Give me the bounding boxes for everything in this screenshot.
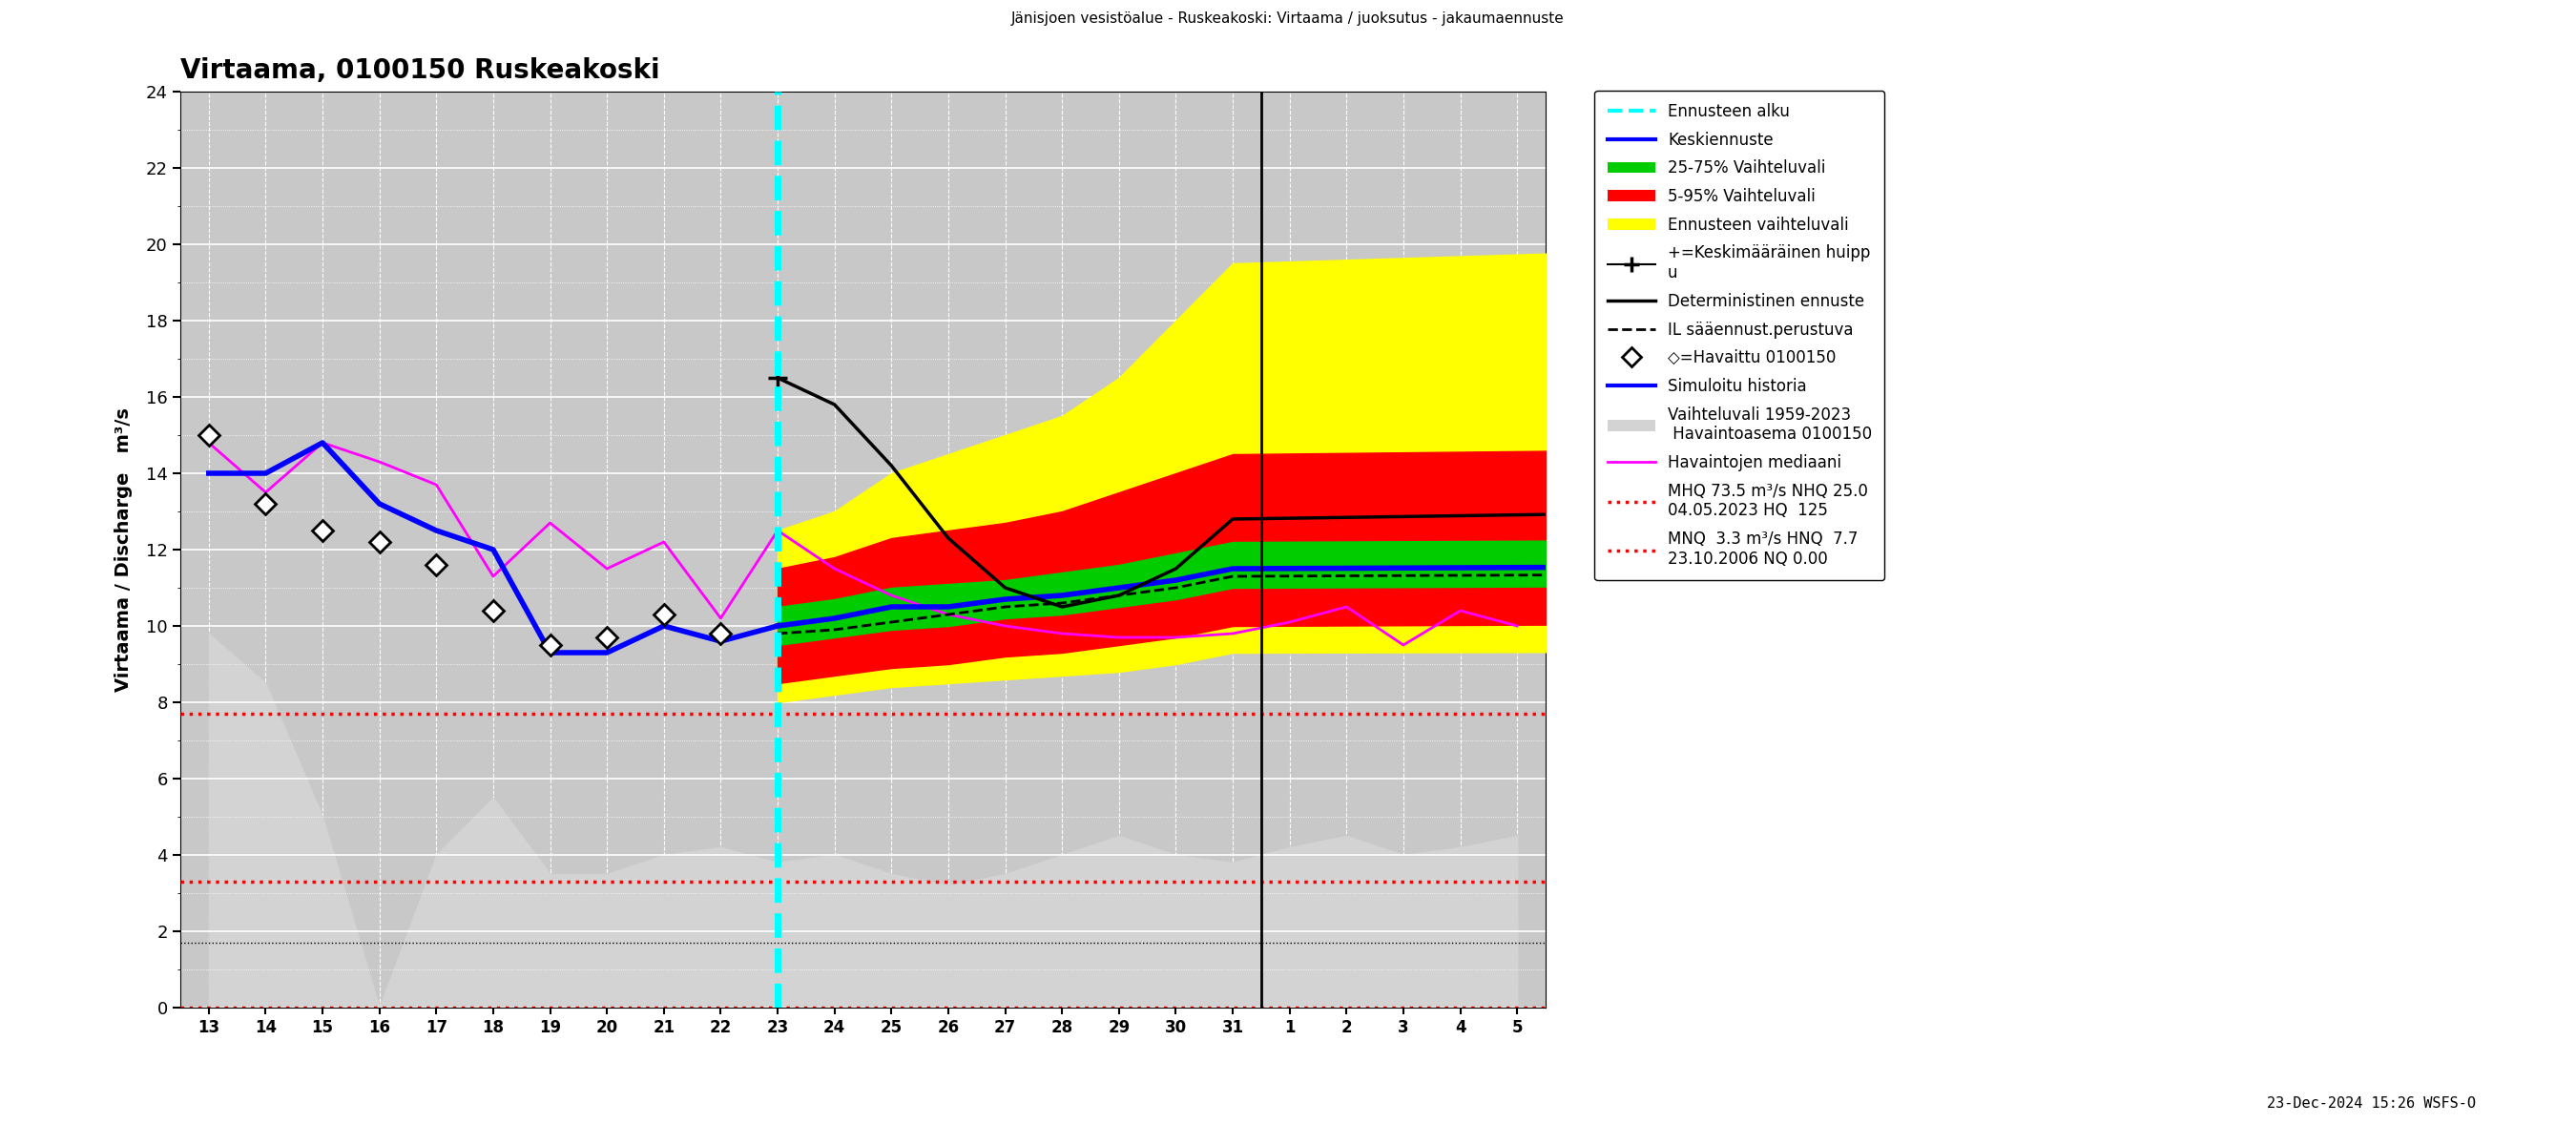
Text: Virtaama, 0100150 Ruskeakoski: Virtaama, 0100150 Ruskeakoski (180, 57, 659, 84)
Legend: Ennusteen alku, Keskiennuste, 25-75% Vaihteluvali, 5-95% Vaihteluvali, Ennusteen: Ennusteen alku, Keskiennuste, 25-75% Vai… (1595, 90, 1886, 581)
Y-axis label: Virtaama / Discharge   m³/s: Virtaama / Discharge m³/s (113, 408, 131, 692)
Text: Jänisjoen vesistöalue - Ruskeakoski: Virtaama / juoksutus - jakaumaennuste: Jänisjoen vesistöalue - Ruskeakoski: Vir… (1012, 11, 1564, 25)
Text: 23-Dec-2024 15:26 WSFS-O: 23-Dec-2024 15:26 WSFS-O (2267, 1097, 2476, 1111)
